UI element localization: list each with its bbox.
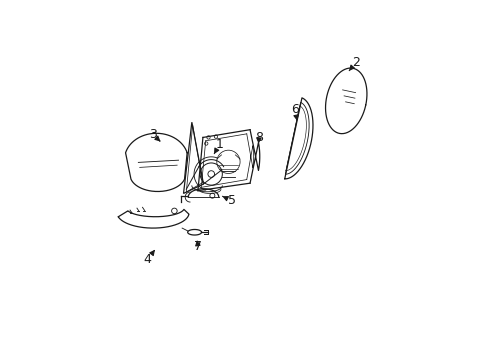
Text: 8: 8 [254, 131, 263, 144]
Text: 3: 3 [149, 128, 160, 141]
Text: 2: 2 [348, 56, 359, 71]
Text: 1: 1 [214, 138, 223, 154]
Text: 5: 5 [222, 194, 235, 207]
Text: 6: 6 [290, 103, 298, 120]
Text: 7: 7 [194, 240, 202, 253]
Text: 4: 4 [143, 251, 154, 266]
